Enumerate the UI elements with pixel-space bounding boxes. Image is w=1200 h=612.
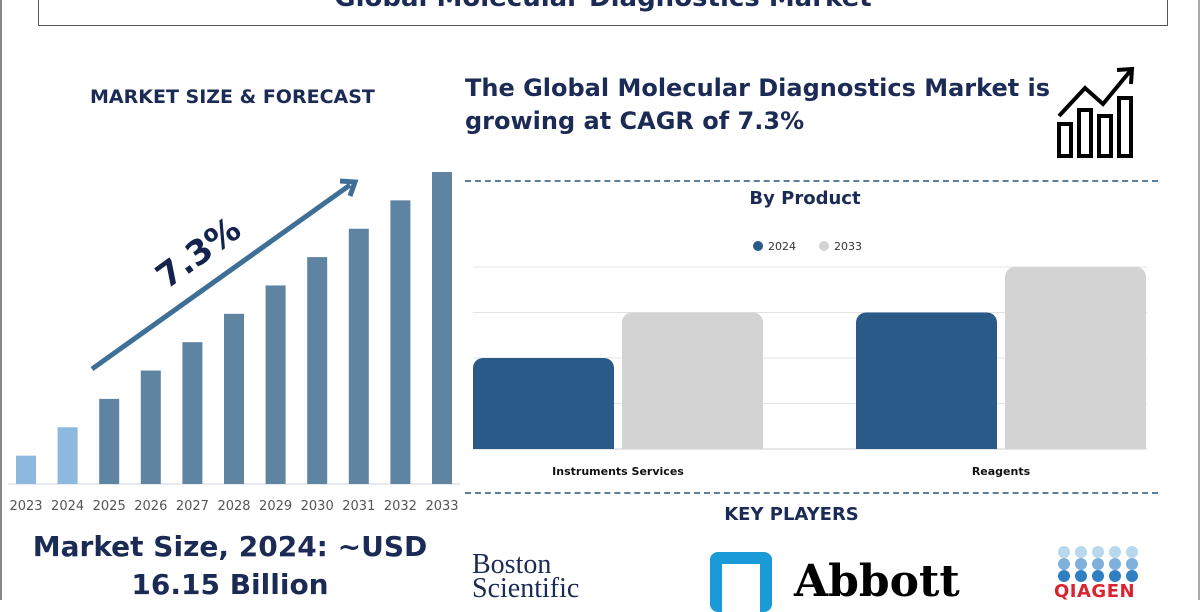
bar-2026 [140,370,161,484]
x-tick-label: 2031 [342,499,375,514]
title-box: Global Molecular Diagnostics Market [38,0,1168,26]
qiagen-dot [1075,570,1087,582]
by-product-chart: 2024 2033 Instruments Services Reagents [473,240,1147,478]
bar-instruments-services-2033 [622,312,763,449]
bar-reagents-2033 [1005,267,1146,449]
bar-reagents-2024 [856,312,997,449]
qiagen-logo [1058,546,1138,582]
bar-2025 [99,398,120,484]
bar-2023 [16,455,36,484]
x-tick-label: 2032 [384,499,417,514]
abbott-symbol-icon [710,552,772,612]
cagr-annotation: 7.3% [149,209,249,297]
category-label: Reagents [972,465,1031,478]
bar-2029 [265,285,286,484]
market-size-label: Market Size, 2024: ~USD 16.15 Billion [32,530,428,601]
bar-instruments-services-2024 [473,358,614,449]
growth-arrow-head [339,178,359,197]
qiagen-dot [1058,558,1070,570]
qiagen-dot [1058,546,1070,558]
bar-2028 [224,313,244,484]
frame-left [0,0,2,600]
divider [465,180,1158,182]
qiagen-dot [1092,546,1104,558]
qiagen-dot [1075,546,1087,558]
legend-label: 2024 [768,240,796,253]
qiagen-dot [1075,558,1087,570]
bar-base [856,439,997,449]
x-tick-label: 2026 [134,499,167,514]
qiagen-dot [1126,570,1138,582]
qiagen-dot [1058,570,1070,582]
x-tick-label: 2025 [93,499,126,514]
x-tick-label: 2030 [301,499,334,514]
by-product-title: By Product [749,188,861,209]
x-tick-label: 2028 [217,499,250,514]
divider [465,492,1158,494]
abbott-logo: Abbott [794,556,960,607]
key-players-heading: KEY PLAYERS [724,504,859,525]
qiagen-dot [1109,570,1121,582]
qiagen-dot [1109,546,1121,558]
category-label: Instruments Services [552,465,684,478]
bar-2032 [390,200,411,484]
market-size-heading: MARKET SIZE & FORECAST [90,86,375,108]
qiagen-dot [1109,558,1121,570]
frame-right [1198,0,1200,600]
growth-chart-icon [1057,66,1135,158]
x-tick-label: 2033 [425,499,458,514]
legend-label: 2033 [834,240,862,253]
page-title: Global Molecular Diagnostics Market [334,0,871,13]
qiagen-wordmark: QIAGEN [1054,581,1136,602]
x-tick-label: 2023 [9,499,42,514]
bar-2024 [57,427,78,484]
x-tick-label: 2029 [259,499,292,514]
bar-base [622,439,763,449]
bar-base [1005,439,1146,449]
x-tick-label: 2027 [176,499,209,514]
qiagen-dot [1092,570,1104,582]
boston-scientific-logo: Boston Scientific [472,549,580,604]
cagr-headline: The Global Molecular Diagnostics Market … [465,74,1051,135]
market-forecast-chart: 2023 2024 2025 2026 2027 2028 2029 2030 2031 2032… [8,172,460,514]
growth-arrow [90,182,352,372]
qiagen-dot [1126,558,1138,570]
legend-marker [819,241,829,251]
bar-2033 [432,172,452,484]
bar-2031 [348,228,369,484]
bar-2027 [182,342,203,484]
bar-base [473,439,614,449]
qiagen-dot [1126,546,1138,558]
legend-marker [753,241,763,251]
x-tick-label: 2024 [51,499,84,514]
qiagen-dot [1092,558,1104,570]
bar-2030 [307,257,328,484]
